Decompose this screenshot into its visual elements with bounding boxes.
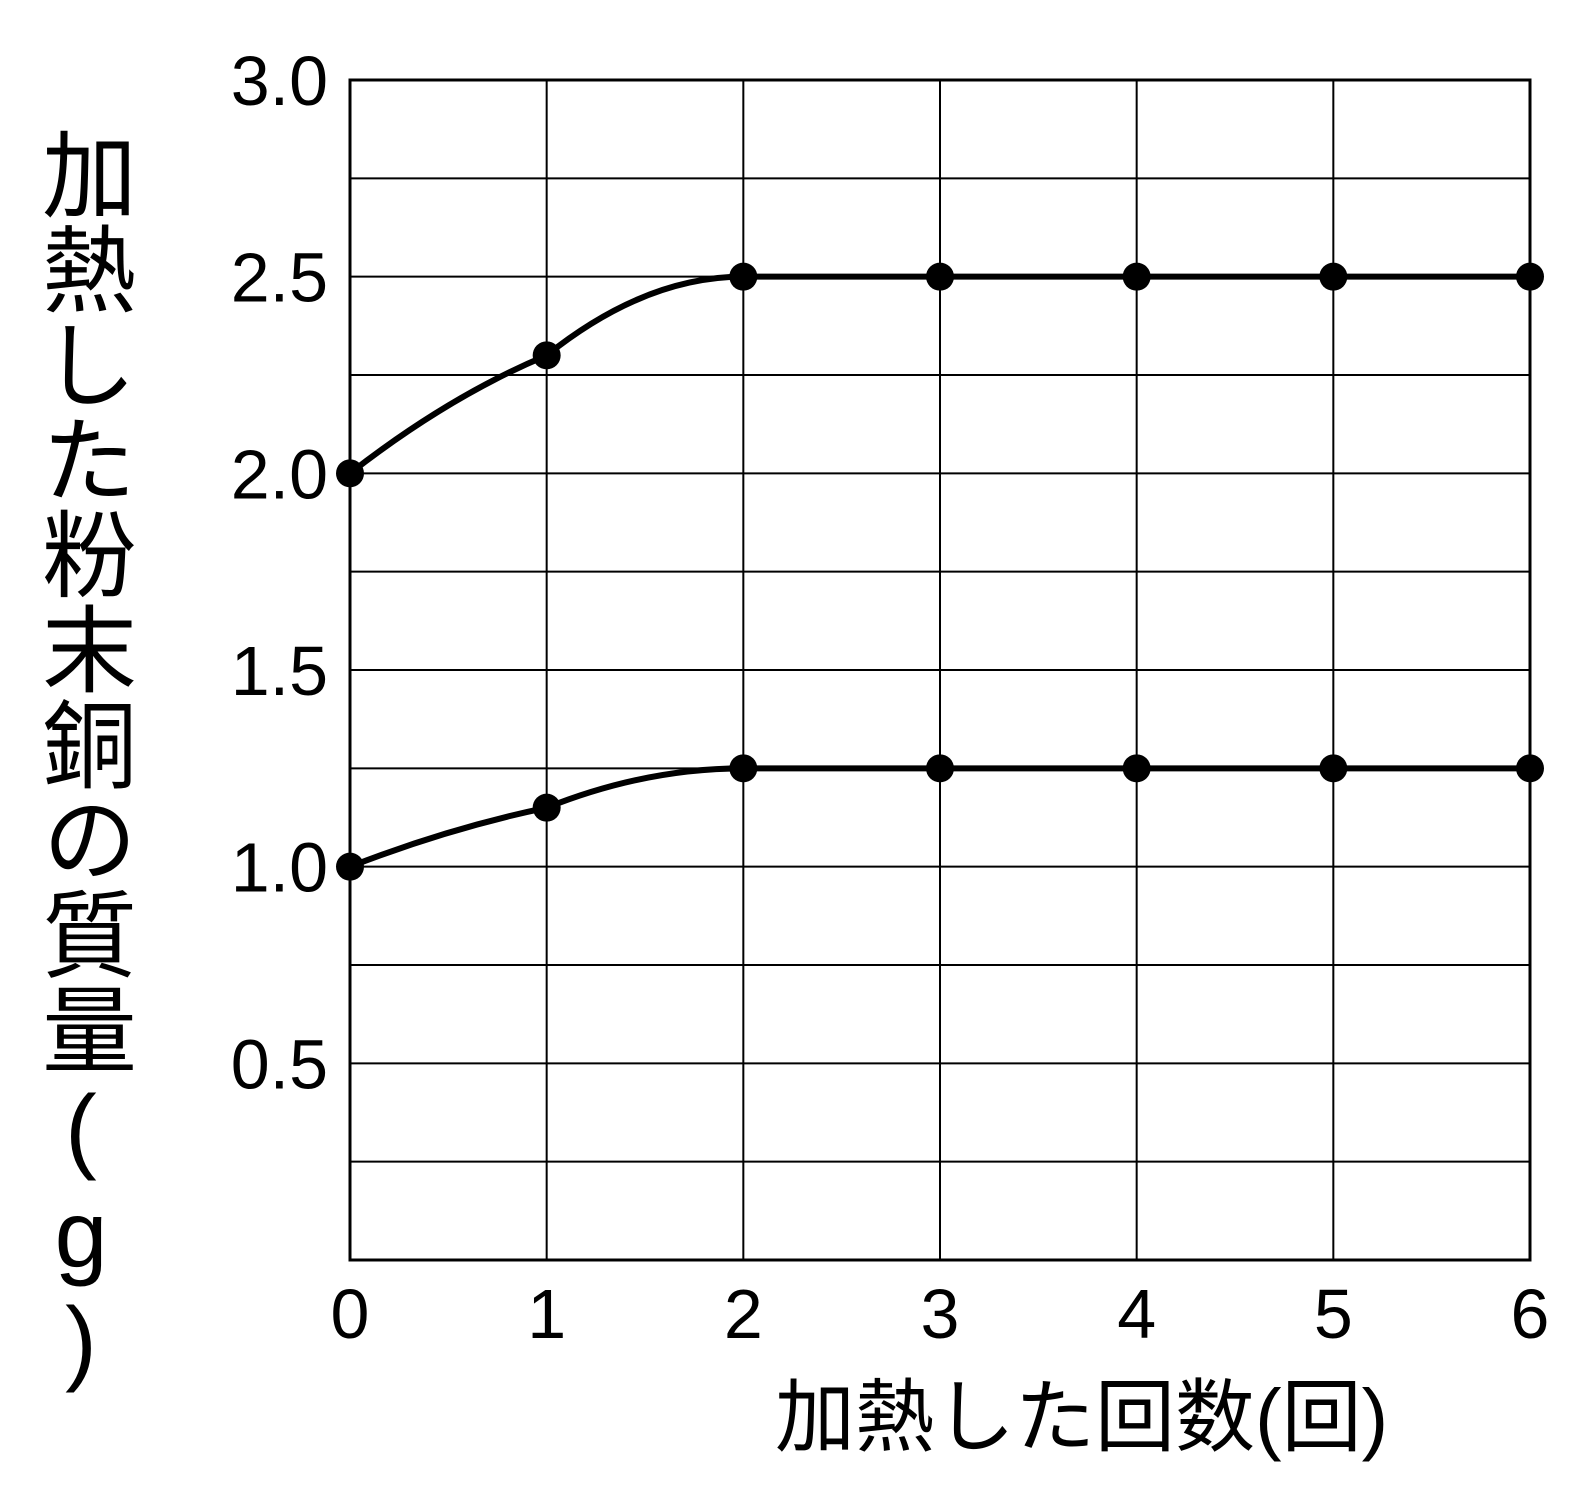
data-marker (926, 754, 954, 782)
chart-container: 0 1 2 3 4 5 6 0.5 1.0 1.5 2.0 2.5 3.0 加熱した回数(回) 加熱した粉… (0, 0, 1587, 1512)
data-marker (1319, 754, 1347, 782)
x-tick-label: 0 (331, 1275, 370, 1353)
data-marker (1123, 754, 1151, 782)
y-tick-label: 1.0 (231, 829, 328, 907)
x-tick-label: 1 (527, 1275, 566, 1353)
x-tick-label: 2 (724, 1275, 763, 1353)
data-marker (729, 263, 757, 291)
x-tick-label: 5 (1314, 1275, 1353, 1353)
data-marker (1319, 263, 1347, 291)
data-marker (1123, 263, 1151, 291)
data-marker (533, 341, 561, 369)
x-tick-label: 4 (1117, 1275, 1156, 1353)
y-tick-label: 2.0 (231, 435, 328, 513)
data-marker (926, 263, 954, 291)
data-marker (336, 853, 364, 881)
y-tick-label: 1.5 (231, 632, 328, 710)
data-marker (1516, 754, 1544, 782)
data-marker (729, 754, 757, 782)
y-tick-label: 2.5 (231, 239, 328, 317)
x-tick-label: 3 (921, 1275, 960, 1353)
data-marker (336, 459, 364, 487)
y-axis-title: 加熱した粉末銅の質量(g) (30, 80, 130, 1440)
x-tick-label: 6 (1511, 1275, 1550, 1353)
x-axis-title: 加熱した回数(回) (775, 1373, 1388, 1462)
y-tick-label: 3.0 (231, 42, 328, 120)
data-marker (533, 794, 561, 822)
line-chart: 0 1 2 3 4 5 6 0.5 1.0 1.5 2.0 2.5 3.0 加熱した回数(回) (0, 0, 1587, 1512)
y-tick-label: 0.5 (231, 1025, 328, 1103)
data-marker (1516, 263, 1544, 291)
